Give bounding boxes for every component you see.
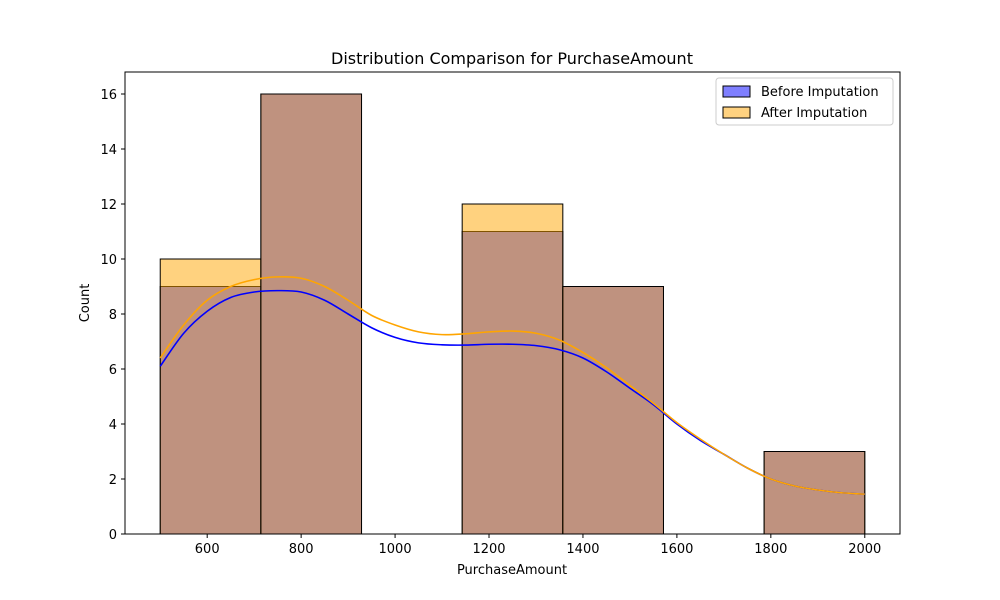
before-legend-swatch	[722, 85, 751, 98]
y-tick-label-16: 16	[100, 88, 117, 103]
after-kde-line	[159, 275, 865, 495]
y-tick-label-6: 6	[109, 363, 117, 378]
after-bar-2	[260, 93, 363, 535]
after-legend-label: After Imputation	[761, 106, 867, 121]
after-legend-swatch	[722, 106, 751, 119]
y-tick-label-14: 14	[100, 143, 117, 158]
x-tick-label-2000: 2000	[848, 542, 881, 557]
y-tick-label-0: 0	[109, 528, 117, 543]
legend: Before Imputation After Imputation	[715, 77, 894, 126]
x-axis-ticks: 600 800 1000 1200 1400 1600 1800 2000	[195, 534, 881, 557]
y-tick-label-12: 12	[100, 198, 117, 213]
y-axis-label: Count	[78, 284, 93, 323]
y-axis-ticks: 0 2 4 6 8 10 12 14 16	[100, 88, 125, 543]
after-bar-4	[461, 203, 564, 535]
y-tick-label-10: 10	[100, 253, 117, 268]
x-tick-label-800: 800	[289, 542, 314, 557]
x-tick-label-1600: 1600	[660, 542, 693, 557]
x-tick-label-1200: 1200	[472, 542, 505, 557]
after-bar-5	[562, 286, 664, 535]
kde-curves	[159, 275, 865, 495]
x-tick-label-1000: 1000	[379, 542, 412, 557]
chart-title: Distribution Comparison for PurchaseAmou…	[331, 49, 693, 68]
plot-area-frame	[124, 71, 901, 535]
x-tick-label-1800: 1800	[754, 542, 787, 557]
x-axis-label: PurchaseAmount	[457, 563, 567, 578]
x-tick-label-1400: 1400	[566, 542, 599, 557]
after-bar-1	[159, 258, 262, 535]
y-tick-label-4: 4	[109, 418, 117, 433]
legend-box	[715, 77, 894, 126]
after-imputation-bars	[159, 93, 866, 535]
x-tick-label-600: 600	[195, 542, 220, 557]
y-tick-label-8: 8	[109, 308, 117, 323]
y-tick-label-2: 2	[109, 473, 117, 488]
before-legend-label: Before Imputation	[761, 85, 879, 100]
